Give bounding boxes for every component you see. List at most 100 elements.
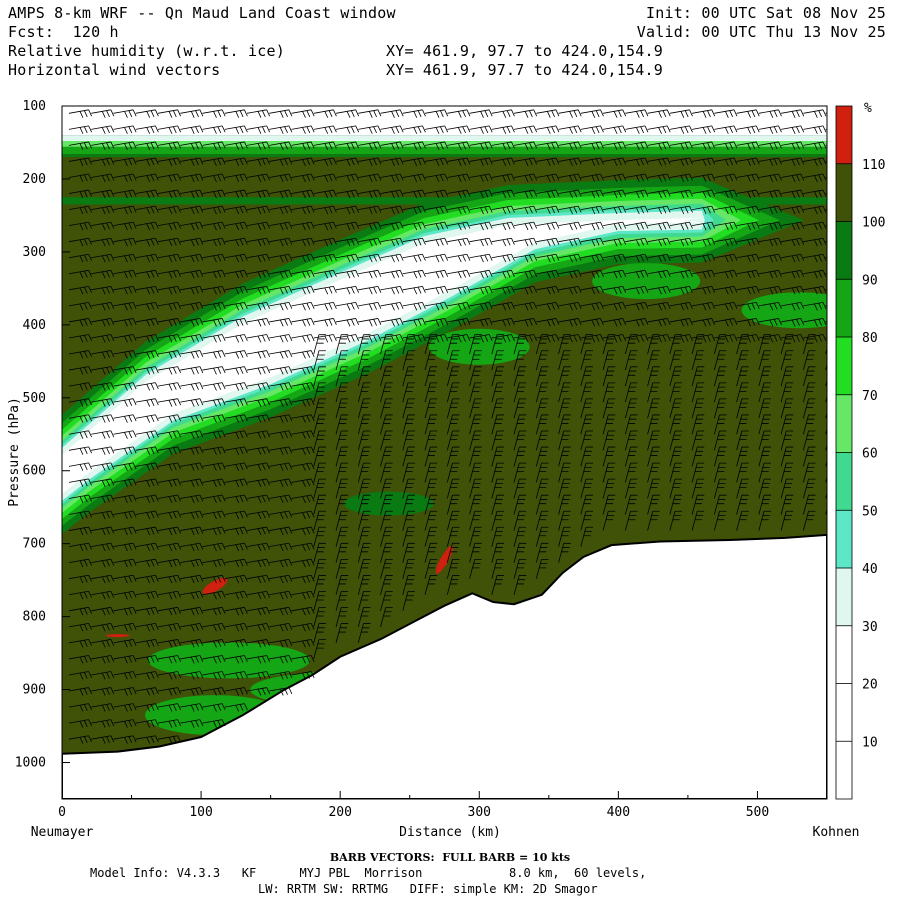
wind-barb xyxy=(402,269,426,279)
wind-barb xyxy=(291,639,315,648)
wind-barb xyxy=(781,173,805,183)
wind-barb xyxy=(580,366,593,387)
wind-barb xyxy=(291,334,315,343)
wind-barb xyxy=(224,350,248,359)
wind-barb xyxy=(291,350,315,359)
right-endpoint-label: Kohnen xyxy=(813,825,860,840)
wind-barb xyxy=(424,318,449,327)
wind-barb xyxy=(803,157,827,167)
wind-barb xyxy=(424,125,449,134)
wind-barb xyxy=(491,478,504,499)
wind-barb xyxy=(647,510,660,531)
wind-barb xyxy=(602,350,616,371)
wind-barb xyxy=(68,462,92,471)
wind-barb xyxy=(113,366,137,375)
wind-barb xyxy=(224,430,248,439)
wind-barb xyxy=(335,526,349,547)
wind-barb xyxy=(335,478,349,499)
wind-barb xyxy=(625,237,649,247)
wind-barb xyxy=(269,109,293,118)
wind-barb xyxy=(202,350,226,359)
wind-barb xyxy=(113,221,137,231)
wind-barb xyxy=(335,414,349,435)
wind-barb xyxy=(157,687,181,696)
wind-barb xyxy=(692,157,716,167)
rh-band xyxy=(62,135,827,142)
wind-barb xyxy=(536,253,560,263)
wind-barb xyxy=(224,189,248,199)
wind-barb xyxy=(291,269,315,279)
wind-barb xyxy=(580,334,604,343)
wind-barb xyxy=(291,494,315,504)
wind-barb xyxy=(647,109,671,118)
wind-barb xyxy=(380,430,393,451)
wind-barb xyxy=(135,703,159,712)
wind-barb xyxy=(424,430,438,451)
wind-barb xyxy=(157,558,181,568)
wind-barb xyxy=(269,253,293,263)
wind-barb xyxy=(402,109,426,118)
wind-barb xyxy=(402,125,426,134)
wind-barb xyxy=(335,510,349,531)
wind-barb xyxy=(335,558,349,579)
wind-barb xyxy=(291,446,315,455)
wind-barb xyxy=(535,526,549,547)
wind-barb xyxy=(68,334,92,343)
wind-barb xyxy=(135,318,159,327)
wind-barb xyxy=(469,334,482,355)
wind-barb xyxy=(202,398,226,407)
wind-barb xyxy=(335,382,349,403)
wind-barb xyxy=(291,109,315,118)
wind-barb xyxy=(113,125,137,134)
wind-barb xyxy=(625,205,649,215)
wind-barb xyxy=(536,109,560,118)
wind-barb xyxy=(780,414,794,435)
wind-barb xyxy=(625,269,649,279)
wind-barb xyxy=(624,366,638,387)
plot-frame xyxy=(61,105,828,800)
wind-barb xyxy=(224,318,248,327)
wind-barb xyxy=(736,302,760,311)
wind-barb xyxy=(357,526,371,547)
wind-barb xyxy=(602,510,616,531)
wind-barb xyxy=(335,173,360,183)
wind-barb xyxy=(803,269,827,279)
wind-barb xyxy=(157,430,181,439)
wind-barb xyxy=(558,494,571,515)
wind-barb xyxy=(246,237,271,247)
wind-barb xyxy=(535,366,549,387)
wind-barb xyxy=(669,334,683,355)
wind-barb xyxy=(736,205,760,215)
wind-barb xyxy=(68,494,92,504)
wind-barb xyxy=(736,510,749,531)
wind-barb xyxy=(202,189,226,199)
wind-barb xyxy=(91,510,115,520)
wind-barb xyxy=(224,526,248,536)
wind-barb xyxy=(402,157,426,167)
wind-barb xyxy=(535,542,549,563)
rh-moist-patch xyxy=(147,642,310,679)
wind-barb xyxy=(736,125,760,134)
wind-barb xyxy=(647,398,660,419)
wind-barb xyxy=(491,237,515,247)
wind-barb xyxy=(580,494,593,515)
wind-barb xyxy=(113,350,137,359)
wind-barb xyxy=(135,109,159,118)
wind-barb xyxy=(269,157,293,167)
wind-barb xyxy=(692,125,716,134)
wind-barb xyxy=(803,109,827,118)
wind-barb xyxy=(602,285,627,295)
colorbar-swatch xyxy=(836,568,852,626)
wind-barb xyxy=(402,237,426,247)
wind-barb xyxy=(535,382,549,403)
wind-barb xyxy=(91,494,115,504)
wind-barb xyxy=(246,205,271,215)
wind-barb xyxy=(313,221,337,231)
wind-barb xyxy=(357,494,371,515)
wind-barb xyxy=(780,446,794,467)
wind-barb xyxy=(713,366,727,387)
wind-barb xyxy=(536,334,560,343)
wind-barb xyxy=(113,173,137,183)
wind-barb xyxy=(803,221,827,231)
wind-barb xyxy=(424,334,449,343)
